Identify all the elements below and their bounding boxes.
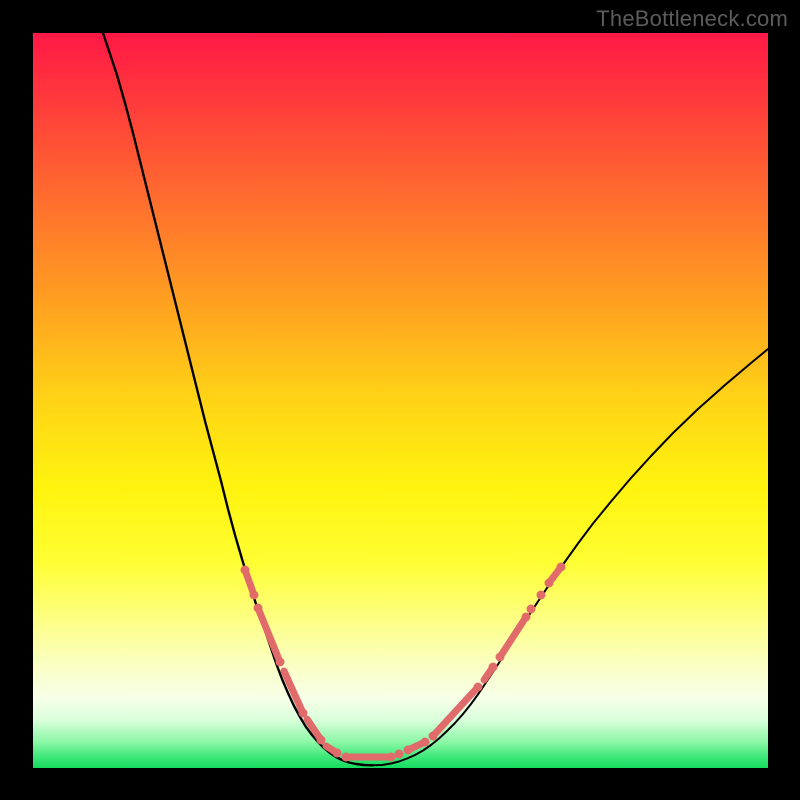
- marker-dot: [404, 746, 413, 755]
- watermark-text: TheBottleneck.com: [596, 6, 788, 32]
- marker-dot: [522, 613, 531, 622]
- marker-dot: [333, 749, 342, 758]
- marker-dot: [489, 663, 498, 672]
- marker-dot: [387, 753, 396, 762]
- marker-dot: [342, 753, 351, 762]
- marker-dot: [276, 658, 285, 667]
- marker-dot: [557, 563, 566, 572]
- marker-dot: [395, 750, 404, 759]
- marker-dot: [250, 591, 259, 600]
- chart-container: TheBottleneck.com: [0, 0, 800, 800]
- marker-dot: [545, 579, 554, 588]
- bottleneck-chart: [33, 33, 768, 768]
- marker-dot: [474, 683, 483, 692]
- marker-dot: [421, 738, 430, 747]
- gradient-fill: [33, 33, 768, 768]
- marker-dot: [527, 605, 536, 614]
- marker-dot: [254, 604, 263, 613]
- marker-dot: [496, 653, 505, 662]
- marker-dot: [241, 566, 250, 575]
- marker-dot: [537, 591, 546, 600]
- marker-dot: [429, 732, 438, 741]
